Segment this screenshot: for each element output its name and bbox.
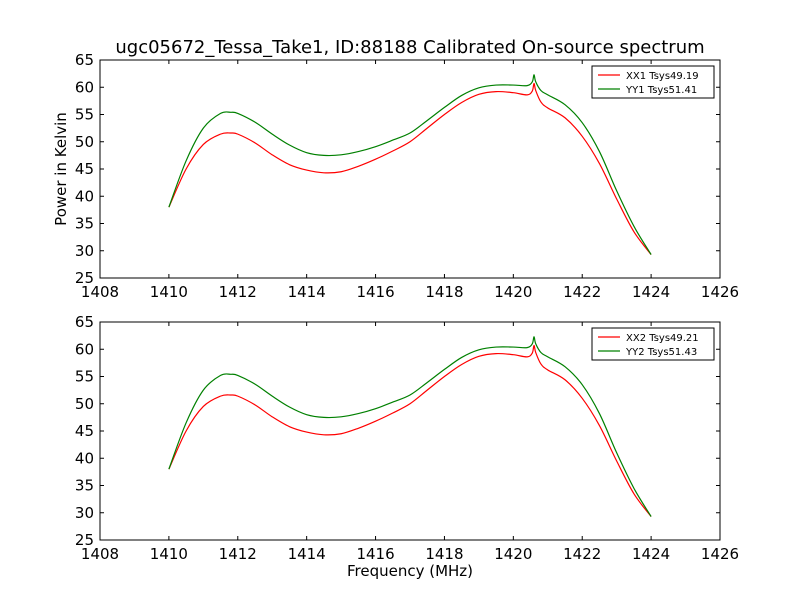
x-tick-label: 1410: [150, 283, 188, 301]
y-tick-label: 45: [75, 422, 94, 440]
legend-label: YY2 Tsys51.43: [625, 347, 697, 358]
y-tick-label: 40: [75, 187, 94, 205]
x-tick-label: 1426: [701, 545, 739, 563]
x-tick-label: 1412: [219, 283, 257, 301]
x-tick-label: 1408: [81, 545, 119, 563]
x-tick-label: 1424: [632, 545, 670, 563]
y-tick-label: 25: [75, 531, 94, 549]
x-tick-label: 1420: [494, 283, 532, 301]
x-tick-label: 1420: [494, 545, 532, 563]
y-tick-label: 25: [75, 269, 94, 287]
bottom-panel: 1408 1410 1412 1414 1416 1418 1420 1422 1424 1426…: [75, 313, 739, 580]
x-tick-label: 1416: [356, 545, 394, 563]
y-tick-label: 65: [75, 51, 94, 69]
x-axis-label: Frequency (MHz): [347, 562, 473, 580]
x-tick-label: 1410: [150, 545, 188, 563]
x-tick-label: 1408: [81, 283, 119, 301]
x-tick-label: 1416: [356, 283, 394, 301]
y-tick-label: 35: [75, 215, 94, 233]
y-tick-label: 30: [75, 242, 94, 260]
x-tick-label: 1422: [563, 283, 601, 301]
x-tick-label: 1422: [563, 545, 601, 563]
legend-label: XX1 Tsys49.19: [626, 71, 699, 82]
y-tick-label: 40: [75, 449, 94, 467]
y-tick-label: 30: [75, 504, 94, 522]
y-tick-label: 55: [75, 106, 94, 124]
y-tick-label: 60: [75, 78, 94, 96]
y-tick-label: 50: [75, 395, 94, 413]
legend-box: [591, 65, 715, 99]
y-tick-label: 55: [75, 368, 94, 386]
top-panel: 1408 1410 1412 1414 1416 1418 1420 1422 1424 1426…: [52, 51, 739, 301]
x-tick-label: 1424: [632, 283, 670, 301]
x-tick-label: 1414: [288, 545, 326, 563]
y-tick-label: 35: [75, 477, 94, 495]
x-tick-label: 1414: [288, 283, 326, 301]
legend-label: YY1 Tsys51.41: [625, 85, 697, 96]
series-line-yy: [168, 336, 652, 517]
figure-title: ugc05672_Tessa_Take1, ID:88188 Calibrate…: [115, 37, 704, 58]
y-tick-label: 65: [75, 313, 94, 331]
y-axis-label: Power in Kelvin: [52, 112, 70, 226]
y-tick-label: 60: [75, 340, 94, 358]
legend-box: [591, 327, 715, 361]
x-tick-label: 1426: [701, 283, 739, 301]
legend-label: XX2 Tsys49.21: [626, 333, 699, 344]
x-tick-label: 1412: [219, 545, 257, 563]
series-line-yy: [168, 74, 652, 255]
series-line-xx: [168, 82, 652, 255]
x-tick-label: 1418: [425, 283, 463, 301]
y-tick-label: 45: [75, 160, 94, 178]
y-tick-label: 50: [75, 133, 94, 151]
series-line-xx: [168, 344, 652, 517]
x-tick-label: 1418: [425, 545, 463, 563]
